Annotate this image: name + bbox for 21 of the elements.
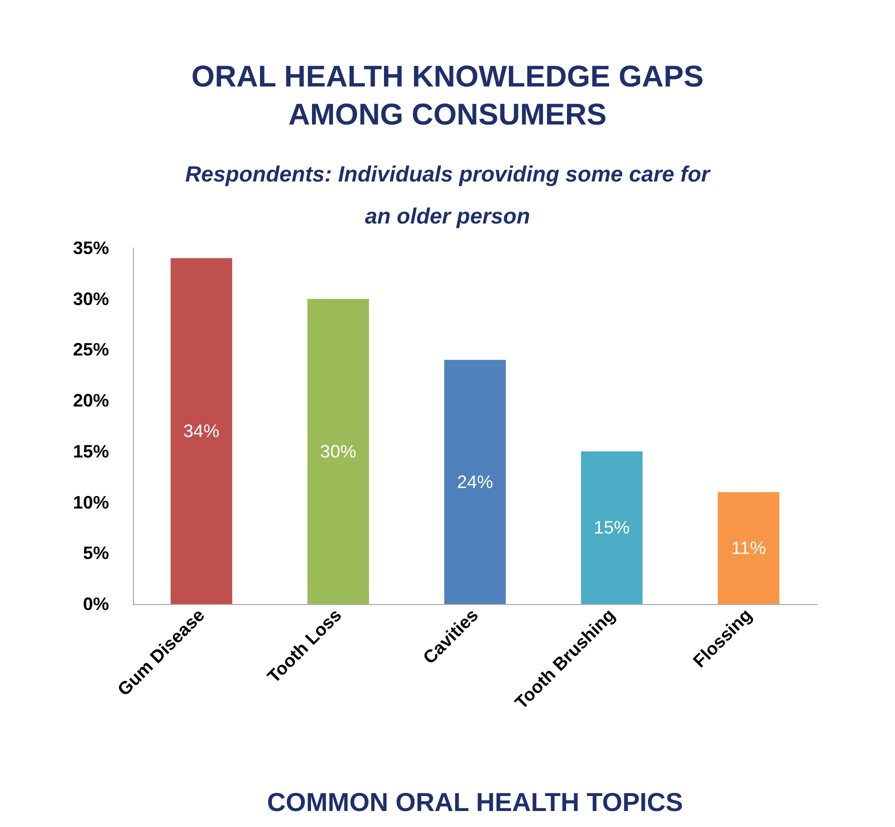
data-label: 15% <box>594 518 630 538</box>
y-tick-label: 15% <box>72 441 109 462</box>
x-axis-title: COMMON ORAL HEALTH TOPICS <box>267 787 683 817</box>
y-tick-label: 25% <box>72 340 109 360</box>
y-tick-label: 5% <box>82 543 109 564</box>
y-tick-label: 10% <box>72 492 109 512</box>
y-tick-label: 35% <box>72 238 109 258</box>
data-label: 30% <box>320 441 356 462</box>
bar <box>718 492 780 604</box>
chart-title: ORAL HEALTH KNOWLEDGE GAPS AMONG CONSUMERS <box>191 60 704 132</box>
y-tick-label: 30% <box>72 288 109 309</box>
bar <box>170 258 232 604</box>
bar <box>581 451 643 604</box>
chart-subtitle: Respondents: Individuals providing some care for an older person <box>185 162 712 228</box>
bar <box>444 360 506 604</box>
data-label: 34% <box>183 421 220 442</box>
y-tick-label: 0% <box>82 594 109 614</box>
data-label: 24% <box>456 472 494 492</box>
bar <box>307 298 369 604</box>
y-tick-label: 20% <box>72 390 109 411</box>
data-label: 11% <box>731 538 766 558</box>
